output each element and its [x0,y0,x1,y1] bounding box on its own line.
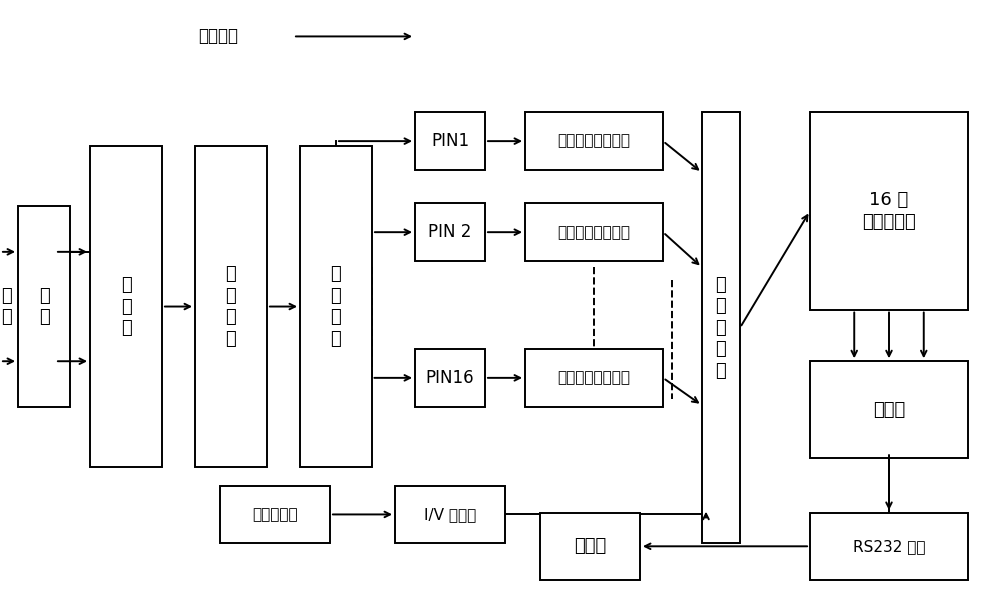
Text: 跨阻抗程控放大器: 跨阻抗程控放大器 [558,225,631,240]
FancyBboxPatch shape [810,112,968,310]
Text: PIN 2: PIN 2 [428,223,472,241]
FancyBboxPatch shape [810,513,968,580]
FancyBboxPatch shape [220,486,330,543]
FancyBboxPatch shape [525,112,663,170]
FancyBboxPatch shape [810,361,968,458]
FancyBboxPatch shape [525,349,663,407]
FancyBboxPatch shape [18,206,70,407]
FancyBboxPatch shape [90,146,162,467]
Text: 16 位
模数变换器: 16 位 模数变换器 [862,191,916,231]
FancyBboxPatch shape [702,112,740,543]
Text: I/V 变换器: I/V 变换器 [424,507,476,522]
FancyBboxPatch shape [540,513,640,580]
Text: 光
源: 光 源 [39,287,49,327]
Text: RS232 接口: RS232 接口 [853,539,925,554]
Text: 光
开
关: 光 开 关 [121,276,131,337]
Text: 跨阻抗程控放大器: 跨阻抗程控放大器 [558,370,631,385]
FancyBboxPatch shape [415,112,485,170]
Text: 待
测
样
品: 待 测 样 品 [331,265,341,348]
Text: 光
源: 光 源 [1,287,11,327]
FancyBboxPatch shape [395,486,505,543]
FancyBboxPatch shape [525,203,663,261]
Text: 参考光路: 参考光路 [198,27,238,46]
Text: 单片机: 单片机 [873,401,905,419]
Text: 跨阻抗程控放大器: 跨阻抗程控放大器 [558,134,631,149]
Text: 光
耦
合
器: 光 耦 合 器 [226,265,236,348]
Text: 温度传感器: 温度传感器 [252,507,298,522]
FancyBboxPatch shape [415,203,485,261]
Text: PIN1: PIN1 [431,132,469,150]
FancyBboxPatch shape [300,146,372,467]
FancyBboxPatch shape [195,146,267,467]
Text: 电
子
开
关
组: 电 子 开 关 组 [716,276,726,380]
FancyBboxPatch shape [415,349,485,407]
Text: 计算机: 计算机 [574,537,606,555]
Text: PIN16: PIN16 [426,369,474,387]
